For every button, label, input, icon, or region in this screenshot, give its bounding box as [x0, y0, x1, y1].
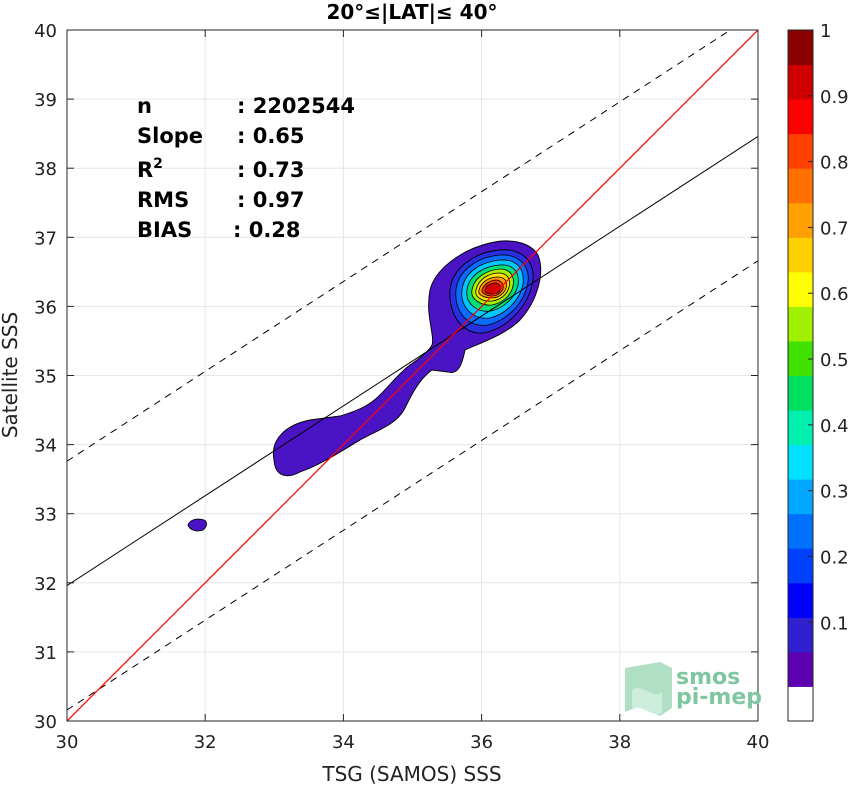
stat-label: Slope — [137, 124, 203, 148]
y-tick-label: 30 — [34, 712, 57, 733]
density-contours — [187, 240, 542, 532]
y-tick-label: 40 — [34, 21, 57, 42]
colorbar: 0.1 0.2 0.3 0.4 0.5 0.6 0.7 0.8 0.9 1 — [787, 21, 849, 722]
stat-value: : 0.28 — [233, 218, 301, 242]
smos-pi-mep-logo: smos pi-mep — [625, 662, 762, 716]
x-tick-label: 30 — [56, 732, 79, 753]
stat-label: R2 — [137, 156, 163, 182]
colorbar-tick-label: 0.9 — [820, 87, 849, 108]
colorbar-swatch — [788, 99, 813, 135]
colorbar-tick-label: 0.3 — [820, 482, 849, 503]
x-tick-label: 34 — [332, 732, 355, 753]
stat-value: : 0.65 — [237, 124, 305, 148]
colorbar-frame — [787, 29, 814, 722]
colorbar-swatch — [788, 410, 813, 446]
stats-panel: n : 2202544 Slope : 0.65 R2 : 0.73 RMS : 0.97 BI… — [137, 94, 355, 242]
colorbar-tick-label: 1 — [820, 21, 831, 42]
y-tick-label: 35 — [34, 367, 57, 388]
chart-title: 20°≤|LAT|≤ 40° — [326, 0, 497, 24]
colorbar-swatch — [788, 306, 813, 342]
one-to-one-line — [67, 30, 758, 721]
colorbar-swatch — [788, 168, 813, 204]
y-tick-label: 39 — [34, 90, 57, 111]
lower-bound-dashed-line — [67, 260, 758, 711]
colorbar-swatch — [788, 548, 813, 584]
reference-lines — [67, 30, 758, 721]
colorbar-tick-label: 0.5 — [820, 350, 849, 371]
colorbar-swatch — [788, 513, 813, 549]
colorbar-swatch — [788, 271, 813, 307]
x-tick-label: 32 — [194, 732, 217, 753]
stat-label: RMS — [137, 188, 189, 212]
y-axis-label: Satellite SSS — [0, 312, 22, 438]
y-tick-label: 32 — [34, 574, 57, 595]
stat-value: : 2202544 — [237, 94, 355, 118]
logo-text-smos: smos — [676, 665, 740, 690]
x-tick-label: 40 — [747, 732, 770, 753]
y-tick-label: 36 — [34, 297, 57, 318]
colorbar-swatch — [788, 444, 813, 480]
y-tick-label: 34 — [34, 436, 57, 457]
colorbar-tick-label: 0.7 — [820, 218, 849, 239]
colorbar-swatch — [788, 237, 813, 273]
x-tick-label: 36 — [470, 732, 493, 753]
colorbar-swatch — [788, 582, 813, 618]
stat-label: n — [137, 94, 152, 118]
logo-text-pimep: pi-mep — [676, 685, 762, 710]
y-tick-label: 31 — [34, 643, 57, 664]
colorbar-tick-label: 0.6 — [820, 284, 849, 305]
logo-wave-icon-2 — [632, 687, 662, 715]
colorbar-swatch — [788, 686, 813, 722]
stat-label: BIAS — [137, 218, 192, 242]
colorbar-swatch — [788, 30, 813, 66]
regression-line — [67, 135, 758, 586]
colorbar-swatch — [788, 479, 813, 515]
colorbar-swatch — [788, 375, 813, 411]
colorbar-swatch — [788, 617, 813, 653]
stat-value: : 0.73 — [237, 158, 305, 182]
colorbar-swatch — [788, 202, 813, 238]
colorbar-swatch — [788, 340, 813, 376]
colorbar-swatch — [788, 651, 813, 687]
colorbar-tick-label: 0.8 — [820, 153, 849, 174]
colorbar-swatch — [788, 64, 813, 100]
colorbar-tick-label: 0.4 — [820, 416, 849, 437]
y-tick-label: 37 — [34, 228, 57, 249]
axis-ticks: 30 32 34 36 38 40 30 31 32 33 34 35 36 37 38 39 40 — [34, 21, 769, 753]
colorbar-tick-label: 0.1 — [820, 613, 849, 634]
x-axis-label: TSG (SAMOS) SSS — [321, 762, 501, 786]
contour-blob-small — [187, 518, 207, 532]
colorbar-tick-label: 0.2 — [820, 547, 849, 568]
colorbar-swatch — [788, 133, 813, 169]
y-tick-label: 38 — [34, 159, 57, 180]
x-tick-label: 38 — [608, 732, 631, 753]
y-tick-label: 33 — [34, 505, 57, 526]
stat-value: : 0.97 — [237, 188, 305, 212]
